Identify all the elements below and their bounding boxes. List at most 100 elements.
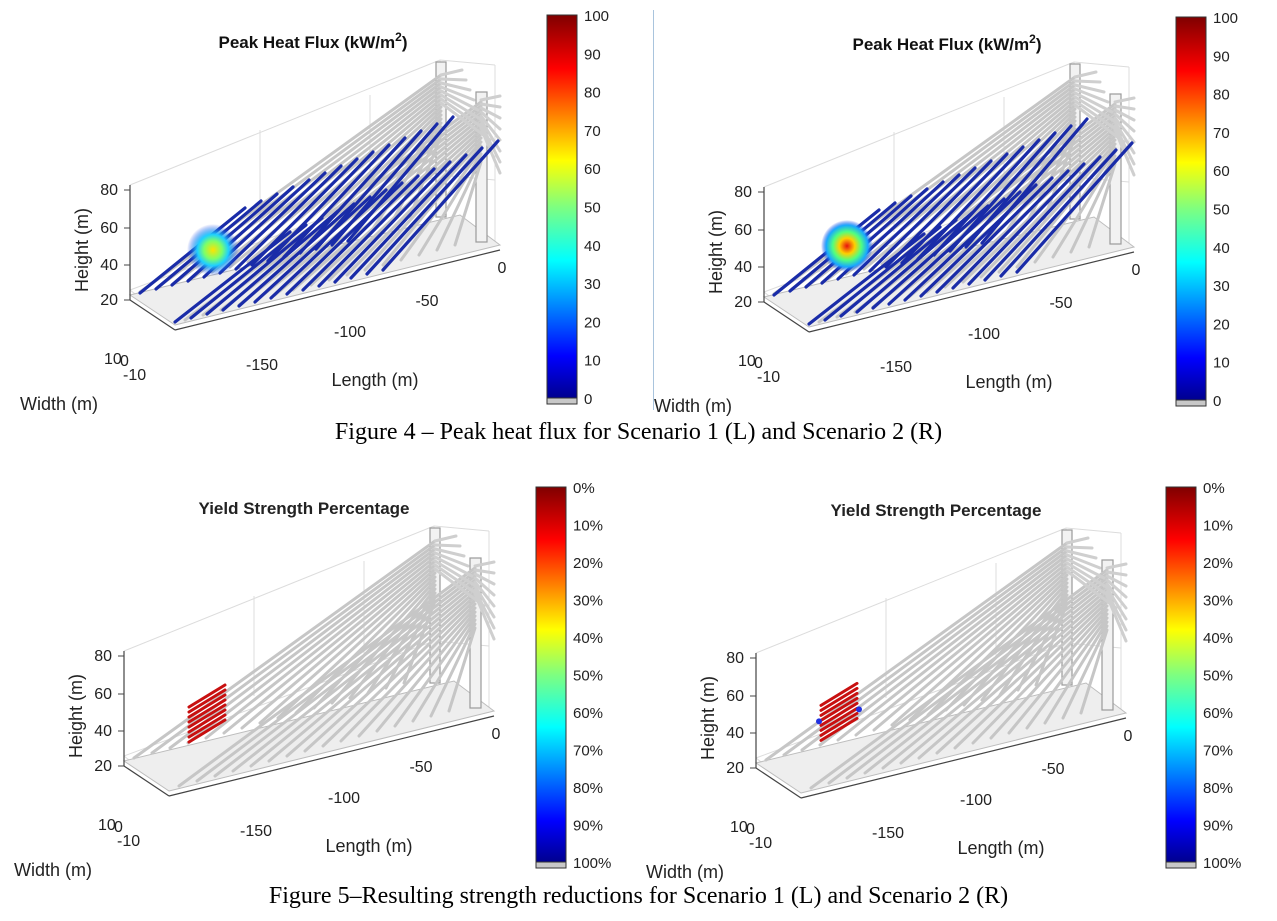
colorbar-tick-label: 20 (584, 314, 601, 331)
cables-grey (132, 539, 477, 788)
cable-yield-loss (819, 716, 859, 742)
cable-line (935, 596, 1109, 755)
cables-red (819, 681, 859, 742)
backstay-line (1105, 590, 1128, 632)
z-tick-label: 20 (726, 760, 744, 777)
backstay-line (473, 572, 496, 586)
axes (763, 187, 1135, 333)
cable-line (1069, 158, 1117, 254)
cable-yield-loss (819, 711, 859, 737)
cable-line (1016, 597, 1069, 692)
cable-line (944, 581, 1069, 712)
backstay-line (1065, 569, 1118, 610)
cables-red (187, 683, 227, 744)
cable-yield-loss (819, 701, 859, 727)
grid-line (129, 59, 441, 186)
cable-line (435, 156, 483, 252)
x-tick-label: -50 (409, 759, 432, 776)
z-tick-label: 40 (726, 725, 744, 742)
cable-yield-loss (187, 688, 227, 714)
hotspot (187, 224, 239, 276)
backstay-line (1105, 586, 1128, 621)
cable-line (150, 543, 437, 755)
colorbar-tick-label: 90 (1213, 48, 1230, 65)
width-axis (129, 299, 176, 331)
x-axis-title: Length (m) (325, 836, 412, 856)
cable-heat (205, 216, 324, 316)
colorbar-tick-label: 70 (584, 123, 601, 140)
colorbar-tick-label: 80% (1203, 780, 1233, 797)
cable-line (1025, 616, 1109, 730)
cable-heat (999, 148, 1118, 278)
x-tick-label: -100 (328, 790, 360, 807)
grid-line (433, 525, 490, 532)
y-tick-label: 0 (746, 821, 755, 838)
colorbar-tick-label: 10% (573, 518, 603, 535)
backstay-line (439, 97, 488, 132)
backstay-cables (433, 534, 496, 641)
colorbar-tick-label: 90% (1203, 818, 1233, 835)
z-tick-label: 60 (726, 688, 744, 705)
backstay-line (473, 568, 496, 575)
cable-heat (346, 115, 455, 243)
backstay-line (473, 576, 496, 597)
cable-line (132, 539, 437, 760)
cable-line (997, 142, 1117, 274)
x-axis-title: Length (m) (965, 372, 1052, 392)
cable-heat (852, 173, 961, 277)
cable-heat (253, 195, 372, 304)
colorbar (1175, 16, 1207, 401)
cable-line (989, 608, 1109, 740)
z-tick-label: 80 (726, 650, 744, 667)
z-axis-title: Height (m) (698, 676, 718, 760)
backstay-line (473, 580, 496, 608)
z-tick-label: 40 (100, 257, 118, 274)
cable-line (267, 586, 477, 763)
cable-heat (333, 160, 452, 284)
colorbar-nodata (535, 861, 567, 869)
z-tick-label: 60 (100, 220, 118, 237)
y-axis-title: Width (m) (646, 862, 724, 882)
grid-line (1065, 527, 1122, 534)
backstay-line (473, 592, 496, 641)
cable-line (854, 561, 1069, 737)
z-axis-title: Height (m) (66, 674, 86, 758)
z-axis-title: Height (m) (72, 208, 92, 292)
cables-grey (764, 541, 1109, 790)
cable-line (321, 598, 477, 748)
colorbar-tick-label: 50 (584, 200, 601, 217)
cable-line (240, 563, 437, 730)
axes (129, 185, 501, 331)
cable-heat (887, 197, 1006, 306)
grid-line (439, 59, 496, 66)
cable-heat (951, 169, 1070, 290)
cable-heat (967, 162, 1086, 286)
colorbar-tick-label: 30% (1203, 593, 1233, 610)
cable-heat (269, 188, 388, 300)
cable-line (429, 622, 477, 718)
cable-line (222, 559, 437, 735)
cable-line (384, 595, 437, 690)
cable-yield-loss (187, 693, 227, 719)
cable-line (980, 589, 1069, 702)
cable-line (453, 160, 483, 247)
length-axis (800, 717, 1127, 799)
colorbar-tick-label: 0% (573, 480, 595, 497)
backstay-line (433, 547, 466, 558)
cable-heat (903, 190, 1022, 302)
hotspot-edge (816, 718, 822, 725)
cable-line (863, 580, 1109, 775)
figure-5-caption: Figure 5–Resulting strength reductions f… (268, 883, 1009, 909)
cable-yield-loss (187, 703, 227, 729)
cable-heat (1015, 141, 1134, 274)
colorbar (535, 486, 567, 863)
backstay-line (433, 567, 486, 608)
cable-yield-loss (187, 718, 227, 744)
colorbar-tick-label: 40 (584, 238, 601, 255)
cable-yield-loss (819, 681, 859, 707)
backstay-line (1113, 96, 1136, 104)
colorbar-tick-label: 20 (1213, 316, 1230, 333)
backstay-line (1073, 87, 1110, 104)
x-tick-label: -100 (960, 792, 992, 809)
backstay-line (433, 534, 458, 543)
